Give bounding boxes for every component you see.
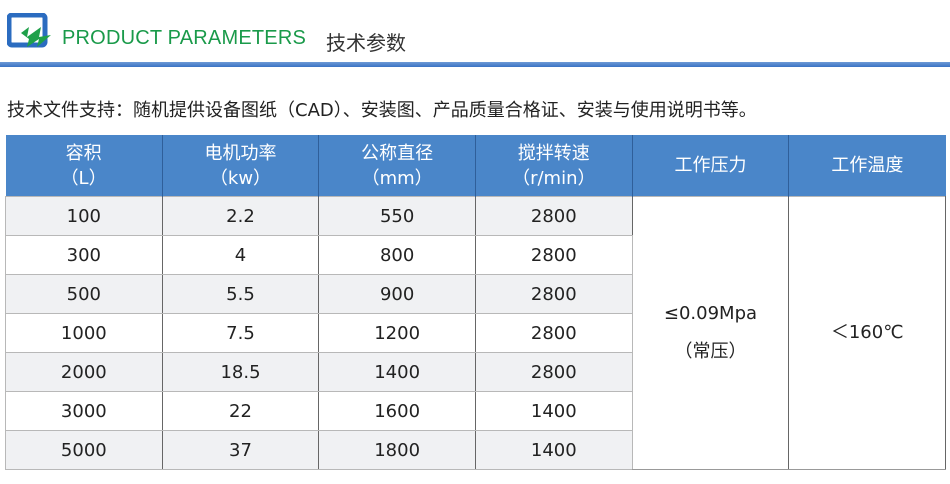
table-cell: 1200: [318, 313, 476, 353]
table-cell: 3000: [5, 391, 163, 431]
section-header: PRODUCT PARAMETERS 技术参数: [0, 0, 950, 67]
column-header: 公称直径 （mm）: [318, 135, 476, 197]
table-cell: 1800: [318, 430, 476, 470]
table-cell: 1400: [318, 352, 476, 392]
table-cell: 2800: [474, 313, 633, 353]
table-cell: 900: [318, 274, 476, 314]
table-cell: 18.5: [161, 352, 320, 392]
column-header: 工作压力: [632, 135, 790, 197]
table-cell: 37: [161, 430, 320, 470]
column-unit: （kw）: [209, 167, 272, 189]
table-row: 2000 18.5 1400 2800: [5, 352, 946, 392]
table-row: 500 5.5 900 2800: [5, 274, 946, 314]
technical-support-text: 技术文件支持：随机提供设备图纸（CAD）、安装图、产品质量合格证、安装与使用说明…: [7, 100, 757, 121]
column-name: 工作温度: [831, 155, 904, 176]
table-cell: 5000: [5, 430, 163, 470]
table-row: 100 2.2 550 2800 ≤0.09Mpa （常压） ＜160℃: [5, 196, 946, 470]
table-cell: 5.5: [161, 274, 320, 314]
column-name: 容积: [65, 142, 102, 164]
table-cell: 2000: [5, 352, 163, 392]
table-cell: 550: [318, 196, 476, 236]
column-name: 公称直径: [361, 142, 434, 164]
table-cell: 300: [5, 235, 163, 275]
table-cell: 1600: [318, 391, 476, 431]
column-name: 搅拌转速: [517, 142, 590, 164]
table-cell: 1400: [474, 391, 633, 431]
table-row: 5000 37 1800 1400: [5, 430, 946, 470]
column-header: 电机功率 （kw）: [162, 135, 320, 197]
column-name: 工作压力: [674, 155, 747, 176]
pressure-cell: ≤0.09Mpa （常压）: [631, 196, 790, 470]
parameters-table: 容积 （L） 电机功率 （kw） 公称直径 （mm） 搅拌转速 （r/min） 工作压力 工作温度…: [5, 135, 946, 470]
table-cell: 2800: [474, 196, 633, 236]
logo-icon: [7, 13, 51, 48]
column-unit: （r/min）: [512, 167, 596, 189]
table-cell: 7.5: [161, 313, 320, 353]
column-name: 电机功率: [204, 142, 277, 164]
column-unit: （mm）: [361, 167, 433, 189]
table-cell: 2800: [474, 274, 633, 314]
title-chinese: 技术参数: [326, 31, 406, 55]
temperature-cell: ＜160℃: [788, 196, 946, 470]
table-cell: 1400: [474, 430, 633, 470]
column-unit: （L）: [60, 167, 107, 189]
table-cell: 4: [161, 235, 320, 275]
table-cell: 2800: [474, 235, 633, 275]
table-cell: 500: [5, 274, 163, 314]
table-cell: 2800: [474, 352, 633, 392]
header-divider: [0, 62, 950, 67]
table-cell: 1000: [5, 313, 163, 353]
table-cell: 800: [318, 235, 476, 275]
table-row: 3000 22 1600 1400: [5, 391, 946, 431]
column-header: 工作温度: [788, 135, 946, 197]
column-header: 搅拌转速 （r/min）: [475, 135, 633, 197]
table-cell: 22: [161, 391, 320, 431]
column-header: 容积 （L）: [5, 135, 163, 197]
table-row: 1000 7.5 1200 2800: [5, 313, 946, 353]
pressure-note: （常压）: [674, 341, 747, 362]
title-english: PRODUCT PARAMETERS: [62, 27, 307, 49]
table-header-row: 容积 （L） 电机功率 （kw） 公称直径 （mm） 搅拌转速 （r/min） 工作压力 工作温度: [5, 135, 946, 197]
pressure-value: ≤0.09Mpa: [663, 303, 758, 324]
table-cell: 100: [5, 196, 163, 236]
table-cell: 2.2: [161, 196, 320, 236]
